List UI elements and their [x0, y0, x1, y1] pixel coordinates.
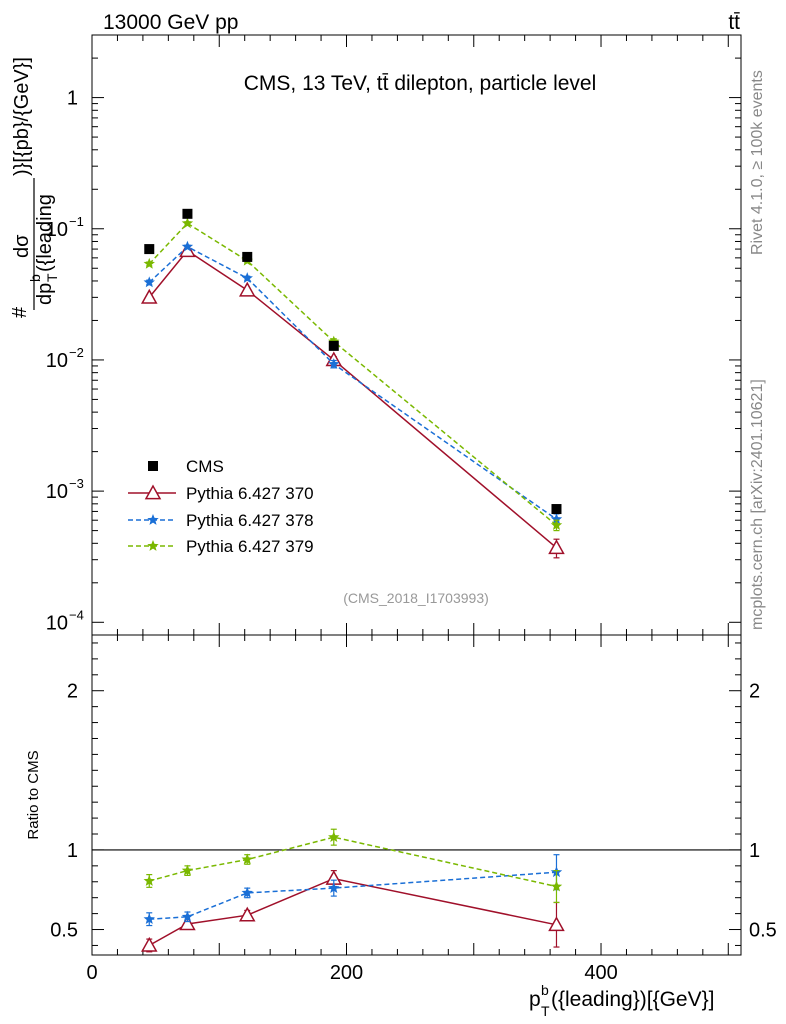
main-point-cms [551, 504, 562, 515]
main-point-cms [328, 340, 339, 351]
legend-label-pythia-370: Pythia 6.427 370 [186, 484, 314, 503]
legend: CMS Pythia 6.427 370 Pythia 6.427 378 Py… [128, 457, 314, 556]
main-point-cms [144, 244, 155, 255]
ratio-tick-labels: 0.5 0.5 1 1 2 2 0 200 400 [50, 681, 777, 984]
y-tick-label-exponent: −1 [69, 214, 84, 229]
x-tick-label: 0 [86, 962, 97, 984]
ratio-y-tick-label-right: 0.5 [749, 920, 777, 942]
ratio-series-pythia-6-427-379 [143, 828, 563, 904]
y-label-den-sub: T [44, 273, 60, 282]
ratio-y-tick-label-right: 1 [749, 840, 760, 862]
y-tick-label: 10 [46, 350, 68, 372]
x-label-sup: b [541, 982, 549, 998]
y-tick-label-exponent: −2 [69, 345, 84, 360]
legend-label-pythia-378: Pythia 6.427 378 [186, 511, 314, 530]
main-line-pythia-6-427-370 [148, 249, 557, 549]
header-final-state-label: tt̄ [728, 11, 740, 34]
main-point-pythia-6-427-378 [328, 358, 340, 369]
rivet-version-label: Rivet 4.1.0, ≥ 100k events [749, 70, 766, 255]
ratio-point-pythia-6-427-379 [143, 874, 155, 886]
ratio-point-pythia-6-427-370 [140, 936, 158, 952]
y-tick-label: 10 [46, 612, 68, 634]
main-point-pythia-6-427-370 [238, 281, 256, 297]
header-process-label: 13000 GeV pp [103, 11, 238, 34]
ratio-point-pythia-6-427-379 [181, 864, 194, 876]
main-point-pythia-6-427-379 [143, 257, 155, 269]
ratio-y-tick-label-left: 0.5 [50, 920, 78, 942]
ratio-y-tick-label-left: 1 [67, 840, 78, 862]
ratio-point-pythia-6-427-370 [238, 906, 256, 922]
x-tick-label: 400 [584, 962, 617, 984]
x-label-main: p [529, 988, 541, 1011]
ratio-axis-ticks [91, 635, 741, 955]
y-label-den-sup: b [27, 274, 43, 282]
legend-label-pythia-379: Pythia 6.427 379 [186, 537, 314, 556]
main-point-cms [182, 208, 193, 219]
ratio-plot-frame [91, 634, 742, 956]
ratio-line-pythia-6-427-379 [149, 836, 557, 888]
legend-marker-pythia-6-427-378 [147, 514, 159, 525]
main-point-pythia-6-427-370 [179, 242, 196, 258]
ratio-series-pythia-6-427-378 [143, 854, 563, 927]
ratio-point-pythia-6-427-379 [328, 831, 340, 843]
main-point-pythia-6-427-378 [550, 513, 563, 525]
mcplots-source-label: mcplots.cern.ch [arXiv:2401.10621] [749, 379, 766, 630]
main-point-pythia-6-427-370 [140, 288, 158, 304]
main-point-pythia-6-427-378 [241, 272, 253, 284]
main-point-pythia-6-427-379 [550, 519, 563, 531]
ratio-point-pythia-6-427-379 [550, 880, 563, 892]
legend-marker-cms [148, 461, 158, 471]
ratio-point-pythia-6-427-379 [241, 853, 253, 865]
ratio-point-pythia-6-427-370 [548, 916, 565, 932]
ratio-point-pythia-6-427-378 [143, 913, 155, 925]
y-tick-label-exponent: −4 [69, 607, 84, 622]
ratio-line-pythia-6-427-370 [148, 877, 557, 947]
main-y-axis-label: # dσ dp b T ({leading )}[{pb}/{GeV}] [9, 57, 60, 318]
legend-marker-pythia-6-427-379 [147, 540, 159, 551]
main-point-cms [242, 251, 253, 262]
main-point-pythia-6-427-370 [548, 539, 565, 555]
y-label-den-main: dp [34, 283, 56, 305]
y-tick-label: 10 [46, 219, 68, 241]
y-tick-label-exponent: −3 [69, 476, 84, 491]
ratio-point-pythia-6-427-378 [328, 882, 340, 893]
y-label-den-rest: ({leading [34, 194, 56, 272]
legend-label-cms: CMS [186, 457, 224, 476]
main-point-pythia-6-427-378 [143, 276, 155, 288]
ratio-point-pythia-6-427-378 [241, 886, 253, 898]
main-y-tick-labels: 110−110−210−310−4 [46, 88, 84, 635]
main-point-pythia-6-427-378 [181, 240, 194, 252]
y-label-suffix: )}[{pb}/{GeV}] [11, 57, 33, 176]
main-point-pythia-6-427-379 [181, 217, 194, 229]
main-plot-title: CMS, 13 TeV, tt̄ dilepton, particle leve… [244, 72, 597, 95]
ratio-y-axis-label: Ratio to CMS [25, 750, 42, 839]
x-label-sub: T [541, 1003, 550, 1019]
main-series-layer [140, 208, 565, 559]
y-label-numerator: dσ [11, 234, 33, 258]
ratio-point-pythia-6-427-378 [181, 910, 194, 922]
ratio-y-tick-label-right: 2 [749, 681, 760, 703]
ratio-y-tick-label-left: 2 [67, 681, 78, 703]
main-series-pythia-6-427-378 [143, 240, 563, 526]
x-axis-label: p b T ({leading})[{GeV}] [529, 982, 714, 1019]
main-line-pythia-6-427-379 [148, 222, 557, 526]
main-series-cms [144, 208, 562, 515]
ratio-line-pythia-6-427-378 [149, 871, 557, 920]
ratio-point-pythia-6-427-370 [179, 915, 196, 931]
y-tick-label: 1 [67, 88, 78, 110]
ratio-series-pythia-6-427-370 [140, 870, 565, 953]
x-label-rest: ({leading})[{GeV}] [551, 988, 714, 1011]
ratio-series-layer [140, 828, 565, 953]
main-line-pythia-6-427-378 [148, 245, 557, 520]
main-axis-ticks [91, 34, 741, 635]
analysis-watermark: (CMS_2018_I1703993) [343, 590, 489, 606]
y-label-hash: # [9, 306, 31, 318]
legend-marker-pythia-6-427-370 [144, 484, 162, 500]
x-tick-label: 200 [330, 962, 363, 984]
y-tick-label: 10 [46, 481, 68, 503]
